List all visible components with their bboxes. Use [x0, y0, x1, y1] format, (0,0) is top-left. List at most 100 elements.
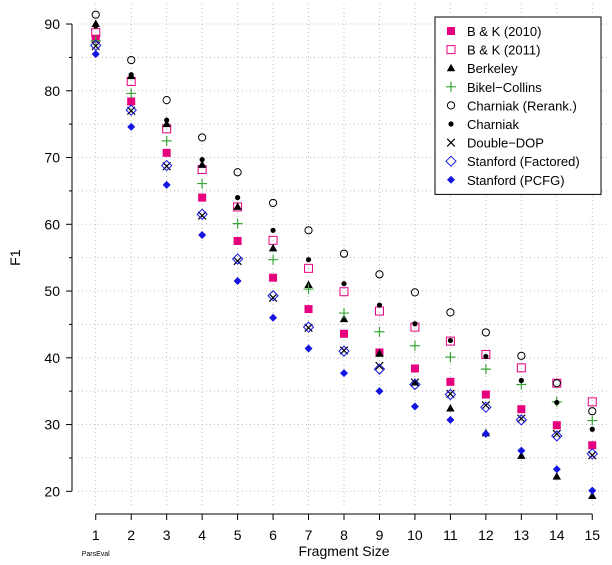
- data-point: [304, 305, 313, 314]
- data-point: [552, 472, 561, 480]
- data-point: [127, 55, 136, 65]
- data-point: [125, 104, 137, 116]
- y-tick-label: 30: [44, 417, 60, 433]
- data-point: [410, 378, 420, 387]
- data-point: [589, 426, 595, 432]
- legend-marker: [447, 27, 455, 35]
- legend-marker: [446, 63, 456, 72]
- x-tick-label: 8: [340, 527, 348, 543]
- x-tick-label: 15: [584, 527, 600, 543]
- data-point: [483, 353, 489, 360]
- x-sublabel: ParsEval: [82, 551, 110, 558]
- axes: [66, 23, 593, 520]
- data-point: [235, 194, 241, 201]
- x-axis-title: Fragment Size: [298, 543, 389, 559]
- y-tick-label: 90: [44, 16, 60, 32]
- data-point: [588, 451, 597, 460]
- data-point: [587, 397, 597, 407]
- legend-marker: [448, 121, 454, 127]
- data-point: [374, 326, 385, 337]
- legend-label: B & K (2010): [467, 24, 541, 39]
- data-point: [481, 429, 490, 438]
- y-tick-label: 50: [44, 283, 60, 299]
- data-point: [198, 193, 207, 202]
- x-tick-label: 5: [234, 527, 242, 543]
- data-point: [409, 378, 421, 391]
- data-point: [588, 486, 597, 495]
- data-point: [341, 281, 347, 287]
- legend-label: B & K (2011): [467, 43, 540, 58]
- data-point: [233, 202, 242, 210]
- data-point: [444, 388, 457, 401]
- series-8: [91, 50, 597, 495]
- data-point: [268, 198, 278, 208]
- data-point: [233, 236, 242, 245]
- data-point: [338, 345, 350, 357]
- x-tick-label: 10: [407, 527, 423, 543]
- legend-marker: [446, 101, 456, 110]
- data-point: [162, 148, 171, 157]
- data-point: [517, 446, 526, 455]
- data-point: [552, 421, 561, 430]
- data-point: [481, 328, 490, 337]
- data-point: [91, 50, 100, 59]
- x-tick-label: 14: [549, 527, 565, 543]
- data-point: [91, 10, 100, 19]
- data-point: [268, 254, 279, 265]
- data-point: [127, 97, 136, 106]
- x-tick-label: 1: [92, 527, 100, 543]
- data-point: [162, 180, 171, 189]
- data-point: [551, 430, 563, 442]
- data-point: [340, 369, 348, 378]
- legend-label: Bikel−Collins: [467, 80, 542, 95]
- y-tick-label: 20: [44, 483, 60, 499]
- x-tick-label: 11: [443, 527, 458, 543]
- legend-marker: [446, 138, 456, 147]
- legend-marker: [446, 81, 456, 92]
- y-tick-label: 40: [44, 350, 60, 366]
- data-point: [552, 379, 561, 388]
- x-tick-label: 7: [305, 527, 313, 543]
- data-point: [304, 263, 314, 273]
- data-point: [480, 364, 491, 375]
- data-point: [197, 160, 207, 168]
- y-axis-title: F1: [7, 249, 23, 266]
- data-point: [586, 448, 598, 460]
- data-point: [198, 133, 207, 142]
- data-point: [375, 270, 384, 279]
- data-point: [409, 340, 420, 351]
- x-tick-label: 3: [163, 527, 171, 543]
- data-point: [339, 314, 349, 323]
- legend-marker: [446, 45, 456, 55]
- data-point: [197, 178, 208, 189]
- data-point: [164, 117, 170, 123]
- data-point: [410, 402, 419, 411]
- x-tick-label: 9: [376, 527, 384, 543]
- legend-box: [434, 16, 602, 195]
- data-point: [304, 226, 313, 235]
- y-tick-label: 80: [44, 83, 60, 99]
- data-point: [515, 414, 528, 426]
- data-point: [412, 321, 418, 327]
- data-point: [303, 284, 314, 295]
- data-point: [446, 404, 455, 412]
- legend-label: Double−DOP: [467, 136, 544, 151]
- y-tick-label: 60: [44, 216, 60, 232]
- x-tick-label: 6: [269, 527, 277, 543]
- data-point: [517, 451, 526, 459]
- data-point: [198, 230, 207, 239]
- data-point: [304, 344, 313, 353]
- data-point: [447, 337, 453, 344]
- x-tick-label: 13: [514, 527, 530, 543]
- data-point: [93, 23, 99, 29]
- data-point: [196, 208, 208, 220]
- data-point: [554, 399, 560, 406]
- x-tick-label: 4: [198, 527, 206, 543]
- data-point: [410, 288, 420, 297]
- legend-marker: [447, 175, 455, 184]
- data-point: [587, 415, 598, 426]
- data-point: [231, 253, 244, 265]
- data-point: [340, 329, 348, 338]
